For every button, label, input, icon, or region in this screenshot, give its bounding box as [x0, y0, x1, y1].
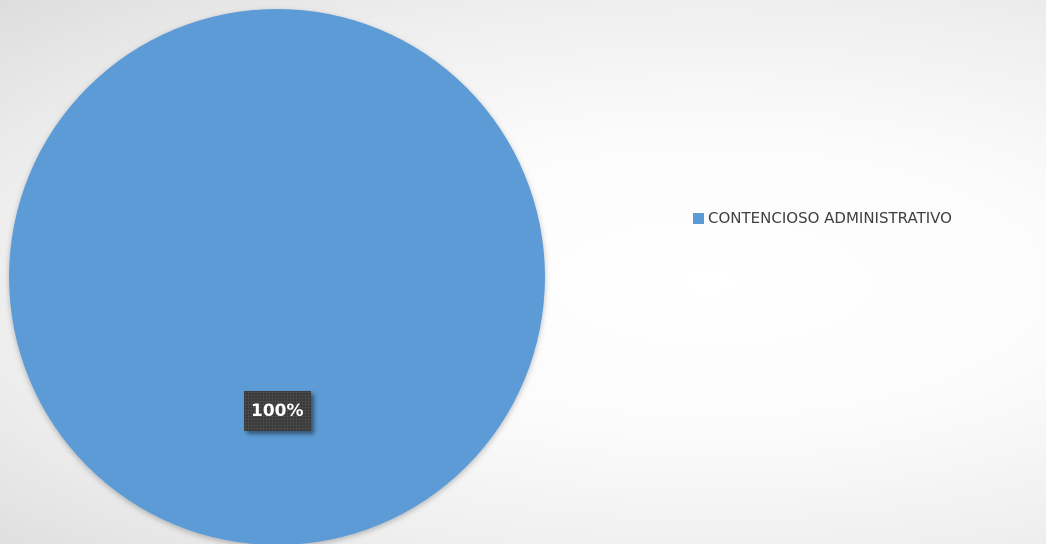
data-label: 100%	[244, 391, 311, 431]
legend-swatch	[693, 212, 704, 224]
legend: CONTENCIOSO ADMINISTRATIVO	[693, 209, 952, 227]
pie-slice	[9, 9, 545, 544]
legend-entry-label: CONTENCIOSO ADMINISTRATIVO	[708, 209, 952, 227]
